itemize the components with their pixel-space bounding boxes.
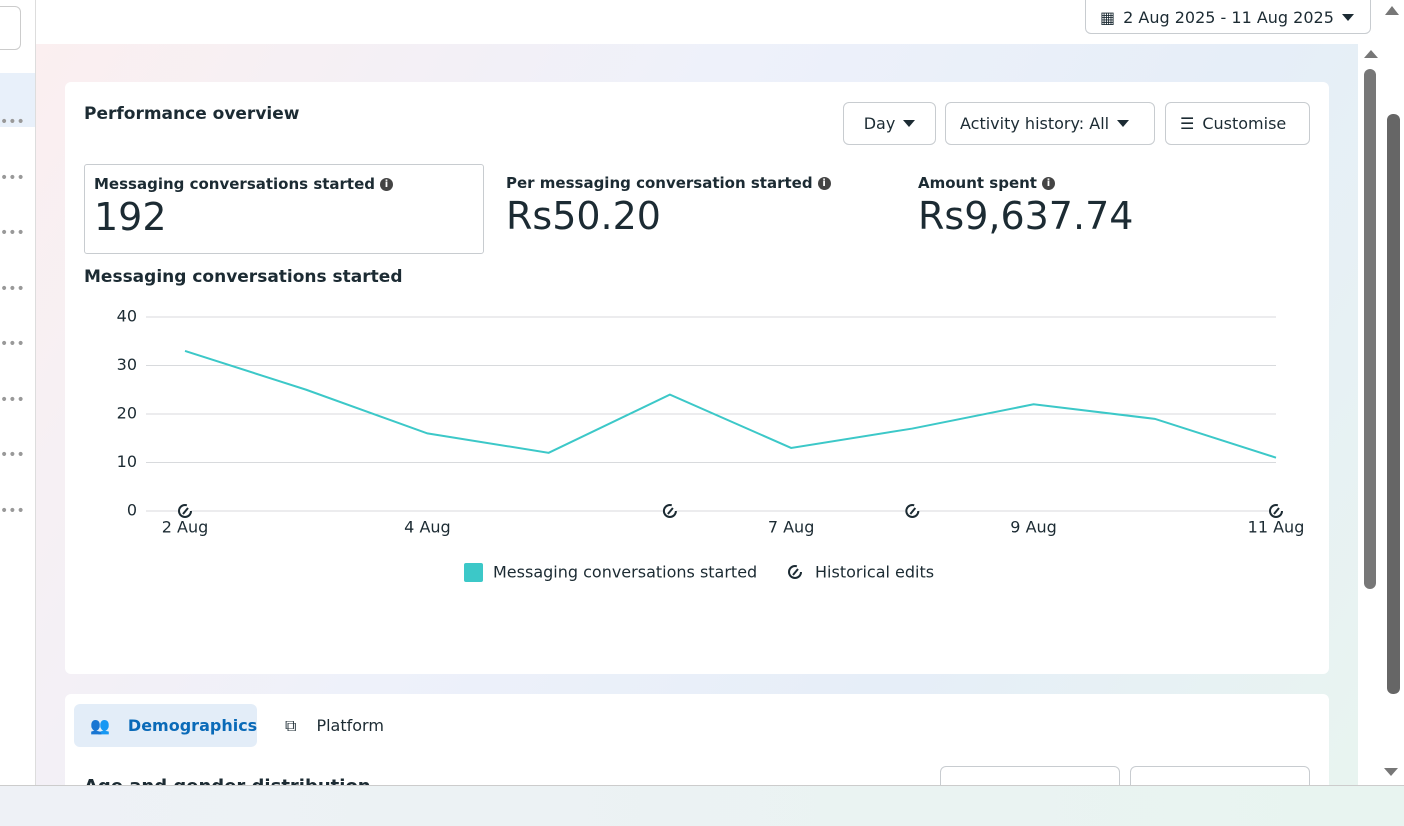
metric[interactable]: Messaging conversations started i 192: [84, 164, 484, 254]
scrollbar[interactable]: [1358, 44, 1404, 785]
day-button[interactable]: Day: [843, 102, 936, 145]
legend-label: Historical edits: [815, 563, 934, 582]
historical-edit-needle: [667, 507, 674, 515]
legend-swatch: [464, 563, 483, 582]
customise: Customise: [1202, 114, 1287, 133]
y-tick-label: 40: [117, 307, 137, 326]
day: Day: [863, 114, 896, 133]
historical-edit-needle: [1273, 507, 1280, 515]
metric-value: Rs9,637.74: [918, 194, 1134, 238]
x-tick-label: 7 Aug: [768, 518, 815, 537]
date-range: 2 Aug 2025 - 11 Aug 2025: [1123, 7, 1334, 27]
line: [184, 349, 1277, 459]
tab[interactable]: ⧉ Platform: [285, 715, 384, 736]
tab-label: Demographics: [127, 716, 258, 735]
overview-title: Performance overview: [84, 104, 300, 124]
y-tick-label: 0: [127, 501, 137, 520]
metric-value: Rs50.20: [506, 194, 661, 238]
metric-label: Amount spent: [918, 174, 1037, 192]
y-tick-label: 30: [117, 355, 137, 374]
chart-title: Messaging conversations started: [84, 267, 403, 287]
sidebar: ••• ••• ••• ••• ••• ••• ••• •••: [0, 0, 36, 785]
metric-label: Messaging conversations started: [94, 175, 376, 193]
x-tick-label: 4 Aug: [404, 518, 451, 537]
historical-edit-needle: [909, 507, 917, 515]
date-picker[interactable]: ▦ 2 Aug 2025 - 11 Aug 2025: [1085, 0, 1371, 34]
customise-button[interactable]: ☰ Customise: [1165, 102, 1310, 145]
metric-label: Per messaging conversation started: [506, 174, 813, 192]
x-tick-label: 11 Aug: [1248, 518, 1305, 537]
y-tick-label: 10: [117, 452, 137, 471]
tab-active[interactable]: 👥 Demographics: [74, 704, 257, 747]
legend-label: Messaging conversations started: [493, 563, 757, 582]
metric[interactable]: Amount spent i Rs9,637.74: [918, 174, 1134, 238]
x-tick-label: 2 Aug: [162, 518, 209, 537]
historical-edit-needle: [182, 507, 189, 515]
activity-button[interactable]: Activity history: All: [945, 102, 1155, 145]
y-tick-label: 20: [117, 404, 137, 423]
overview-card: Performance overview Day Activity histor…: [65, 82, 1329, 674]
x-tick-label: 9 Aug: [1010, 518, 1057, 537]
metric[interactable]: Per messaging conversation started i Rs50…: [506, 174, 831, 238]
tab-label: Platform: [316, 716, 384, 735]
bottom-bar: [0, 785, 1404, 826]
metric-value: 192: [94, 195, 167, 239]
activity: Activity history: All: [960, 114, 1110, 133]
legend-edit-icon-needle: [792, 568, 799, 576]
chart: 0 10 20 30 40 2 Aug 4 Aug 7 Aug 9 Aug 11 Aug Messa…: [117, 307, 1305, 582]
